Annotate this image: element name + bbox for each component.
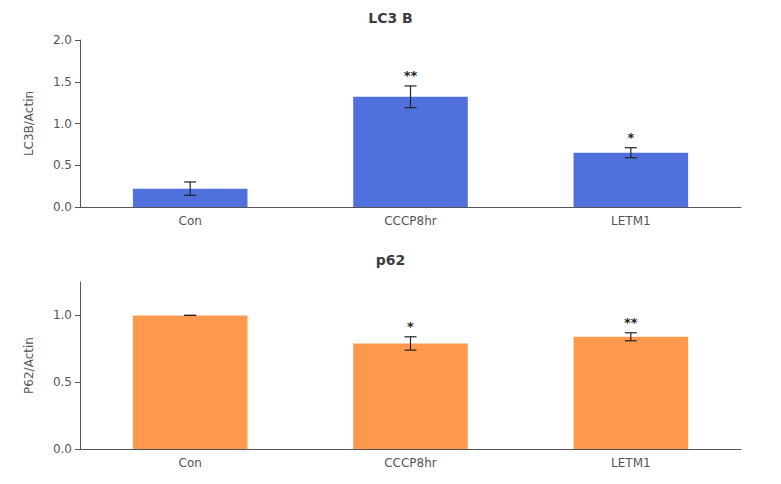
svg-text:P62/Actin: P62/Actin bbox=[22, 337, 36, 394]
svg-text:1.5: 1.5 bbox=[53, 75, 72, 89]
svg-text:CCCP8hr: CCCP8hr bbox=[384, 456, 437, 470]
svg-text:LETM1: LETM1 bbox=[611, 456, 651, 470]
svg-text:p62: p62 bbox=[376, 252, 406, 268]
svg-text:**: ** bbox=[624, 315, 638, 330]
svg-text:0.0: 0.0 bbox=[53, 442, 72, 456]
svg-text:LC3 B: LC3 B bbox=[368, 10, 412, 26]
svg-text:1.0: 1.0 bbox=[53, 308, 72, 322]
svg-text:0.5: 0.5 bbox=[53, 375, 72, 389]
svg-text:LC3B/Actin: LC3B/Actin bbox=[22, 91, 36, 156]
svg-text:0.5: 0.5 bbox=[53, 158, 72, 172]
svg-text:**: ** bbox=[404, 68, 418, 83]
svg-text:0.0: 0.0 bbox=[53, 200, 72, 214]
svg-text:*: * bbox=[407, 319, 414, 334]
svg-text:Con: Con bbox=[179, 456, 202, 470]
svg-text:CCCP8hr: CCCP8hr bbox=[384, 214, 437, 228]
svg-text:Con: Con bbox=[179, 214, 202, 228]
svg-text:LETM1: LETM1 bbox=[611, 214, 651, 228]
svg-text:1.0: 1.0 bbox=[53, 117, 72, 131]
svg-text:2.0: 2.0 bbox=[53, 33, 72, 47]
svg-text:*: * bbox=[627, 130, 634, 145]
